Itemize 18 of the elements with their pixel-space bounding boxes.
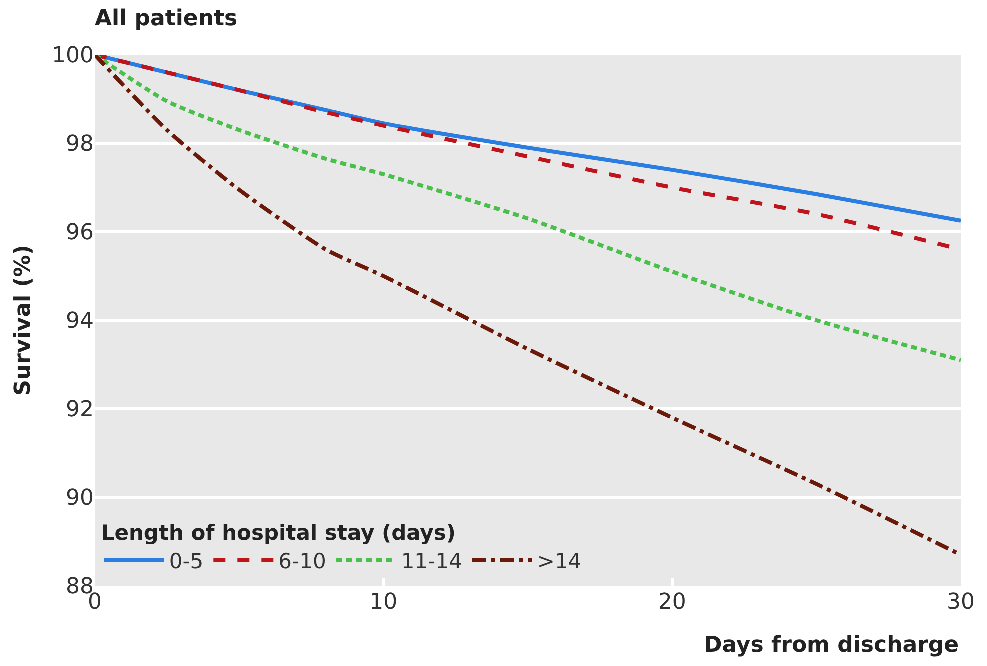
y-tick-label: 96 bbox=[66, 220, 94, 246]
legend-label: 11-14 bbox=[401, 549, 462, 574]
legend-label: 0-5 bbox=[169, 549, 204, 574]
y-tick-label: 94 bbox=[66, 309, 94, 334]
y-tick-label: 100 bbox=[52, 44, 94, 69]
x-tick-label: 20 bbox=[658, 590, 686, 615]
x-axis-title: Days from discharge bbox=[704, 633, 960, 658]
legend-label: 6-10 bbox=[278, 549, 326, 574]
y-tick-label: 92 bbox=[66, 398, 94, 423]
chart-title: All patients bbox=[95, 6, 238, 32]
y-tick-label: 90 bbox=[66, 486, 94, 512]
x-tick-label: 30 bbox=[947, 590, 975, 615]
y-axis-title: Survival (%) bbox=[10, 245, 36, 396]
x-tick-label: 10 bbox=[370, 590, 398, 615]
legend-label: >14 bbox=[537, 549, 582, 574]
y-tick-label: 98 bbox=[66, 132, 94, 158]
legend-title: Length of hospital stay (days) bbox=[101, 520, 456, 545]
line-series bbox=[95, 55, 961, 362]
